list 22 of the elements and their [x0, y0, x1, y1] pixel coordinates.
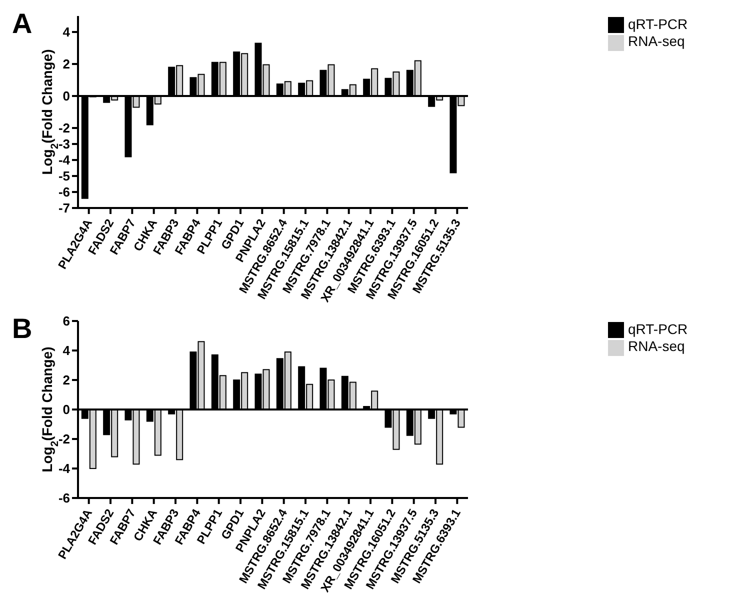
y-tick-label: -4	[58, 152, 71, 168]
y-tick-label: 0	[62, 402, 70, 418]
y-tick-label: -7	[58, 200, 70, 216]
y-tick-label: -2	[58, 432, 70, 447]
legend-label: RNA-seq	[628, 338, 685, 354]
y-tick-label: -3	[58, 136, 70, 152]
y-tick-label: 4	[62, 24, 71, 40]
y-tick-label: -6	[58, 490, 70, 506]
y-tick-label: -4	[58, 461, 71, 476]
y-tick-label: 4	[62, 343, 71, 358]
y-tick-label: -6	[58, 184, 70, 200]
y-tick-label: 2	[62, 372, 70, 388]
y-tick-label: -5	[58, 168, 70, 184]
chart-title: B	[12, 313, 32, 345]
y-tick-label: 6	[62, 314, 70, 329]
legend-label: RNA-seq	[628, 33, 685, 50]
y-tick-label: -2	[58, 120, 70, 136]
y-tick-label: 2	[62, 56, 70, 72]
legend-label: qRT-PCR	[628, 321, 688, 337]
y-tick-label: 0	[62, 88, 70, 104]
legend-label: qRT-PCR	[628, 16, 688, 32]
chart-title: A	[12, 8, 32, 40]
